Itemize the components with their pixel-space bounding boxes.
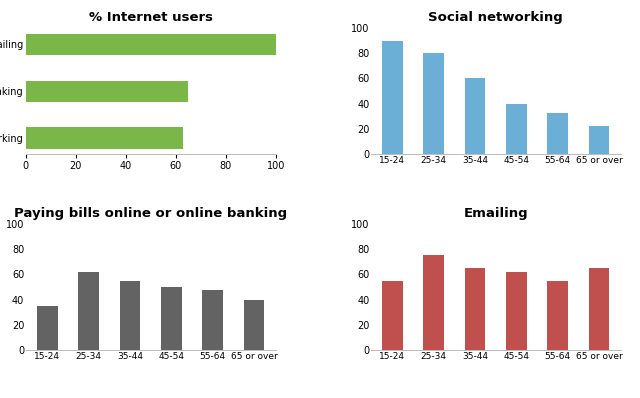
Bar: [547, 113, 568, 154]
Bar: [37, 306, 58, 350]
Title: % Internet users: % Internet users: [89, 11, 212, 24]
Title: Emailing: Emailing: [463, 207, 528, 220]
Bar: [589, 268, 609, 350]
Bar: [589, 127, 609, 154]
Bar: [424, 53, 444, 154]
Bar: [26, 80, 188, 101]
Bar: [547, 281, 568, 350]
Bar: [244, 300, 264, 350]
Bar: [161, 287, 182, 350]
Bar: [465, 78, 485, 154]
Bar: [382, 281, 403, 350]
Bar: [202, 290, 223, 350]
Bar: [424, 256, 444, 350]
Bar: [465, 268, 485, 350]
Bar: [78, 272, 99, 350]
Bar: [120, 281, 140, 350]
Bar: [382, 41, 403, 154]
Bar: [26, 127, 183, 148]
Bar: [506, 272, 527, 350]
Bar: [26, 33, 276, 55]
Title: Social networking: Social networking: [428, 11, 563, 24]
Bar: [506, 104, 527, 154]
Title: Paying bills online or online banking: Paying bills online or online banking: [14, 207, 287, 220]
